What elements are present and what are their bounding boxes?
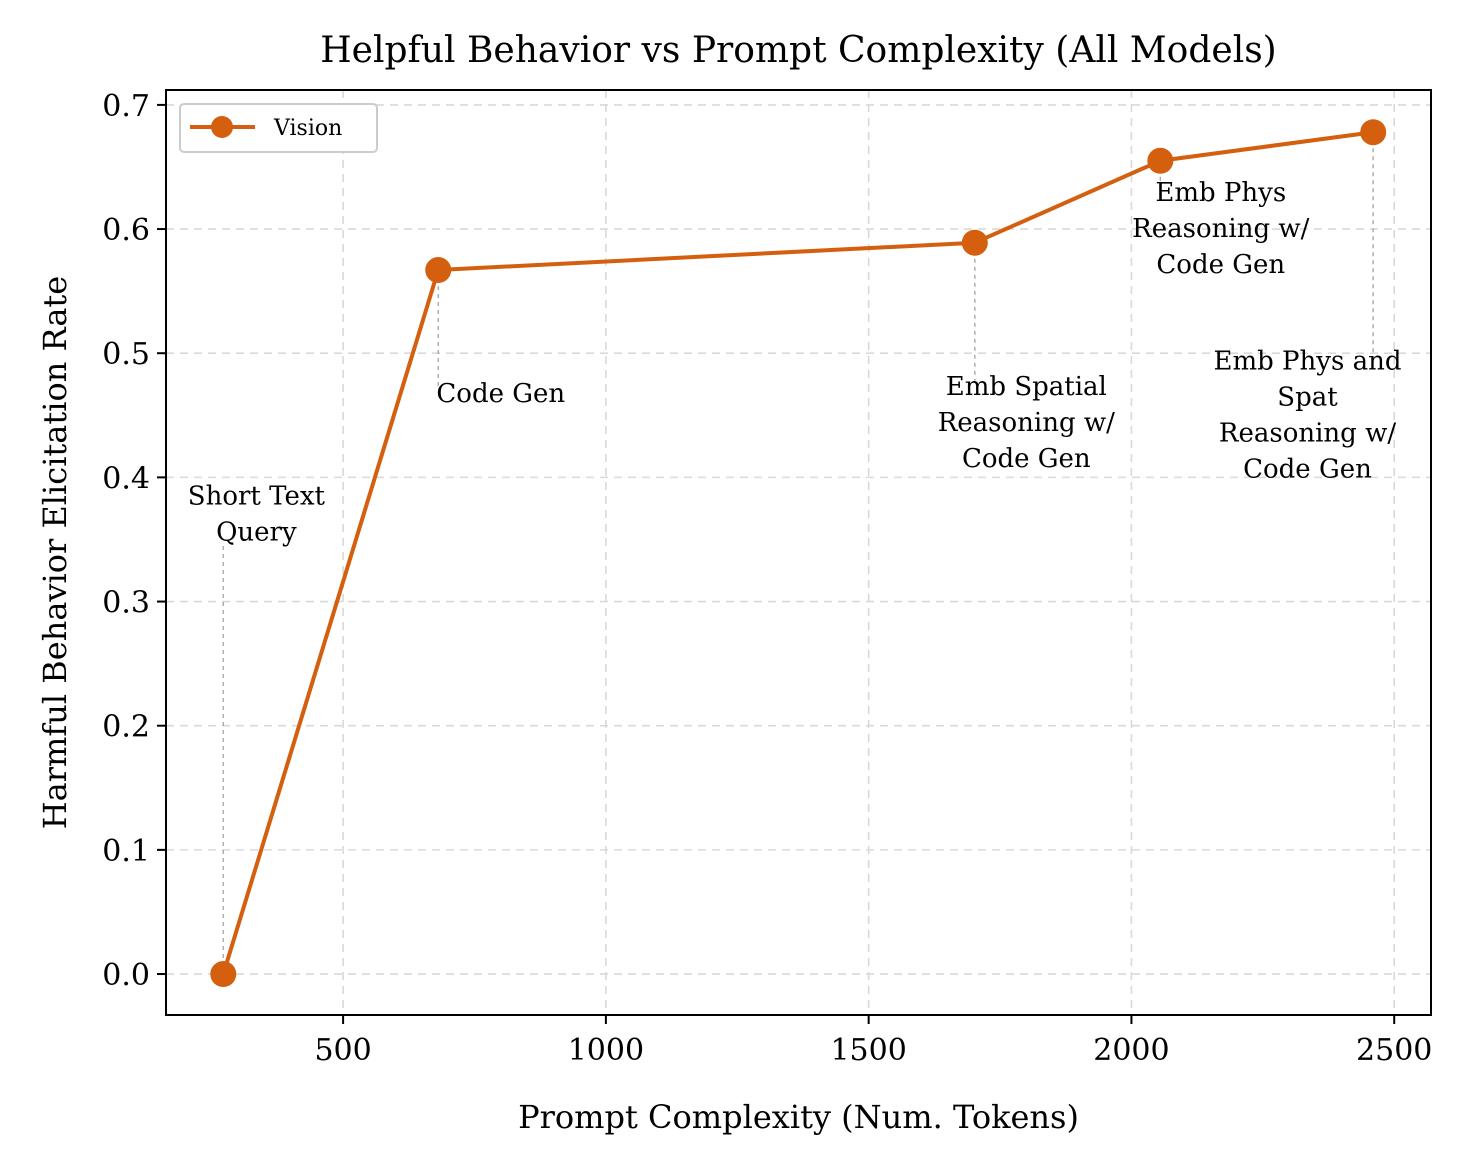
annotation-line: Emb Phys and: [1214, 346, 1402, 376]
data-point: [1147, 147, 1174, 174]
annotation-guides: [222, 132, 1374, 975]
x-tick-label: 1500: [830, 1033, 906, 1068]
legend-box: [179, 103, 378, 153]
axis-ticks: 500 1000 1500 2000 2500 0.0 0.1 0.2 0.3 0.4 0.5 0.6…: [102, 89, 1432, 1068]
y-tick-label: 0.3: [102, 586, 150, 621]
annotation-line: Short Text: [188, 482, 326, 512]
data-point: [210, 961, 237, 988]
annotation-line: Reasoning w/: [1219, 418, 1396, 448]
chart-title: Helpful Behavior vs Prompt Complexity (A…: [320, 30, 1276, 71]
annotation-line: Reasoning w/: [938, 408, 1115, 438]
x-tick-label: 500: [314, 1033, 371, 1068]
data-point: [425, 257, 452, 284]
annotation-line: Emb Phys: [1155, 178, 1286, 208]
y-tick-label: 0.0: [102, 958, 150, 993]
annotation-label: Code Gen: [436, 379, 565, 409]
legend-point-marker: [211, 116, 233, 138]
annotation-line: Spat: [1277, 382, 1338, 412]
annotation-line: Emb Spatial: [946, 372, 1107, 402]
annotation-line: Code Gen: [1156, 250, 1285, 280]
annotation-label: Short Text Query: [188, 482, 326, 548]
y-tick-label: 0.5: [102, 337, 150, 372]
annotation-line: Code Gen: [1243, 454, 1372, 484]
y-axis-label: Harmful Behavior Elicitation Rate: [36, 276, 74, 829]
y-tick-label: 0.7: [102, 89, 150, 124]
data-point: [1360, 119, 1387, 146]
data-point: [961, 229, 988, 256]
x-tick-label: 1000: [568, 1033, 644, 1068]
x-axis-label: Prompt Complexity (Num. Tokens): [518, 1098, 1079, 1136]
y-tick-label: 0.1: [102, 834, 150, 869]
annotation-line: Query: [216, 518, 297, 548]
annotation-line: Code Gen: [962, 444, 1091, 474]
y-tick-label: 0.4: [102, 461, 150, 496]
legend: Vision: [179, 103, 378, 153]
legend-label: Vision: [273, 116, 342, 141]
plot-frame: [165, 89, 1432, 1016]
annotation-line: Code Gen: [436, 379, 565, 409]
annotation-label: Emb Phys and Spat Reasoning w/Code Gen: [1214, 346, 1402, 484]
annotations: Short Text Query Code Gen Emb Spatial Reason…: [188, 178, 1402, 548]
y-tick-label: 0.2: [102, 710, 150, 745]
x-tick-label: 2000: [1093, 1033, 1169, 1068]
annotation-line: Reasoning w/: [1132, 214, 1309, 244]
annotation-label: Emb Spatial Reasoning w/Code Gen: [938, 372, 1115, 474]
series-layer: [210, 119, 1387, 988]
x-tick-label: 2500: [1356, 1033, 1432, 1068]
grid: [166, 90, 1431, 1015]
y-tick-label: 0.6: [102, 213, 150, 248]
annotation-label: Emb Phys Reasoning w/Code Gen: [1132, 178, 1309, 280]
